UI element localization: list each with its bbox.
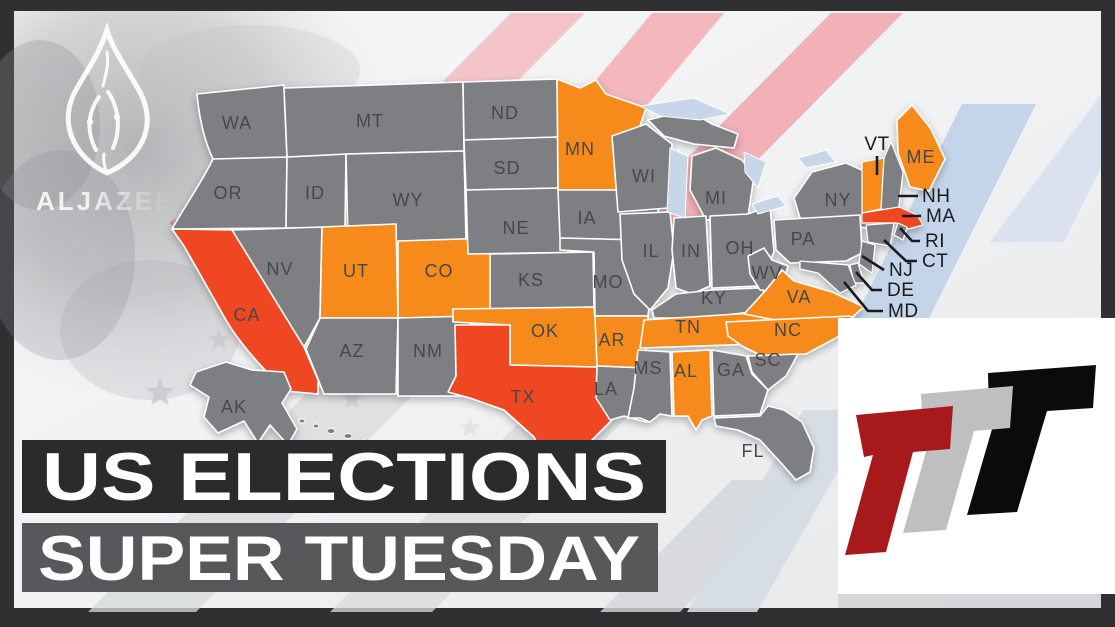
state-label-ga: GA [717,360,745,380]
state-label-ks: KS [518,270,544,290]
callout-label-nh: NH [922,186,950,207]
state-ms [627,349,673,423]
banner-bar-top [22,440,666,513]
callout-label-vt: VT [864,134,889,155]
state-az [305,317,399,395]
state-label-tx: TX [510,387,535,407]
state-label-wy: WY [393,190,424,210]
state-label-me: ME [907,147,936,167]
banner-bar-bottom [22,523,658,592]
state-label-ok: OK [531,321,559,341]
state-label-va: VA [787,287,812,307]
lake-michigan [666,147,689,219]
flag-star-icon [145,378,175,406]
state-md [799,260,857,294]
lake-erie [751,195,787,215]
state-ri [893,222,908,241]
state-sc [747,353,799,391]
state-label-co: CO [425,261,454,281]
flag-star-icon [459,417,481,437]
state-label-ny: NY [824,190,851,210]
state-label-fl: FL [741,441,764,461]
lake-ontario [797,149,837,169]
state-ga [711,349,769,417]
callout-line-de [855,271,882,292]
callout-line-nj [861,254,885,272]
state-label-sc: SC [754,350,781,370]
callout-label-nj: NJ [889,260,913,281]
callout-label-de: DE [887,280,914,301]
callout-line-ct [883,239,917,263]
aljazeera-flame-icon [65,21,150,176]
state-label-nd: ND [491,103,519,123]
callout-line-ri [899,227,920,243]
state-label-ar: AR [598,330,625,350]
state-label-az: AZ [339,341,364,361]
state-label-nm: NM [413,341,443,361]
callout-label-ri: RI [925,231,945,252]
state-label-al: AL [674,361,698,381]
state-label-wv: WV [752,263,783,283]
state-label-ky: KY [701,288,727,308]
state-label-la: LA [594,379,618,399]
lake-huron [743,151,767,190]
state-ma [861,206,924,230]
flag-star-icon [341,388,363,408]
state-label-or: OR [214,183,243,203]
flag-star-icon [208,329,230,349]
state-label-ms: MS [634,358,663,378]
state-label-tn: TN [675,317,701,337]
state-labels: WA OR ID MT WY NV UT CO AZ NM CA ND SD NE KS OK TX MN IA MO… [214,103,936,461]
state-label-ak: AK [221,397,247,417]
state-label-ca: CA [233,305,260,325]
state-nj [858,240,876,274]
state-label-mi: MI [705,188,727,208]
state-label-mn: MN [565,139,595,159]
state-label-id: ID [305,183,325,203]
state-ak [189,361,298,446]
banner-title-line2: SUPER TUESDAY [38,524,640,594]
callout-line-md [842,281,883,313]
state-pa [773,214,863,264]
title-banners: US ELECTIONS SUPER TUESDAY [22,439,666,594]
lake-superior [638,97,732,121]
state-fl [713,405,815,481]
state-label-ia: IA [577,208,596,228]
watermark-t-red [845,406,953,555]
state-nh [880,141,904,214]
state-label-ne: NE [502,218,529,238]
state-label-nc: NC [774,320,802,340]
state-label-il: IL [642,241,659,261]
state-label-nv: NV [266,259,293,279]
callout-label-ct: CT [922,251,948,272]
great-lakes [638,97,837,219]
callout-label-ma: MA [926,206,956,227]
state-label-mt: MT [356,111,384,131]
state-label-in: IN [681,241,701,261]
state-label-ut: UT [343,261,369,281]
state-label-wa: WA [222,113,252,133]
watermark-logo-box [838,318,1115,594]
state-me [896,104,946,192]
us-map [171,78,946,481]
state-label-sd: SD [493,158,520,178]
state-label-wi: WI [632,166,656,186]
state-label-mo: MO [593,272,624,292]
banner-title-line1: US ELECTIONS [42,439,646,515]
state-or [171,156,288,230]
state-al [671,349,713,431]
state-label-oh: OH [726,238,755,258]
state-il [619,211,675,311]
state-label-pa: PA [791,229,816,249]
callout-label-md: MD [888,301,919,322]
state-ct [865,222,895,247]
